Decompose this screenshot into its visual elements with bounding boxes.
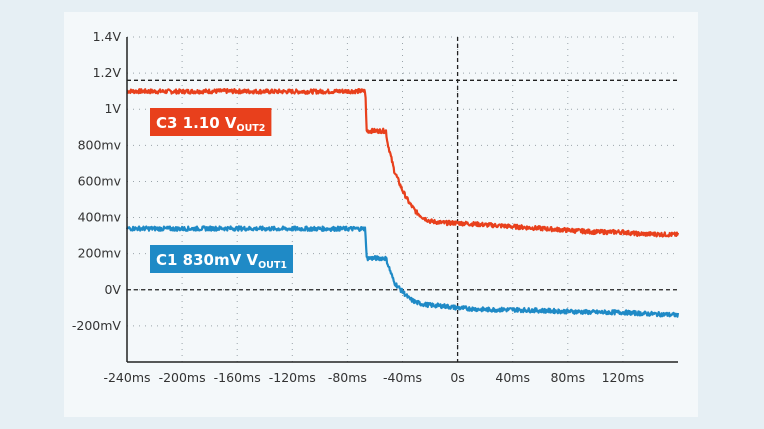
y-tick-label: 400mv [78, 210, 122, 225]
y-tick-label: 1.2V [93, 65, 122, 80]
x-tick-label: 120ms [602, 370, 645, 385]
series-labels: C3 1.10 VOUT2 C1 830mV VOUT1 [150, 108, 293, 273]
series-label-box [150, 245, 293, 273]
x-tick-label: -240ms [103, 370, 150, 385]
x-tick-label: -80ms [328, 370, 367, 385]
x-tick-label: -160ms [214, 370, 261, 385]
series-layer [125, 87, 680, 318]
y-tick-label: -200mV [72, 318, 122, 333]
y-tick-label: 0V [104, 282, 121, 297]
series-label-text: C3 1.10 VOUT2 [156, 114, 265, 134]
series-label-main: C3 1.10 V [156, 114, 237, 132]
x-tick-label: -40ms [383, 370, 422, 385]
y-tick-label: 200mv [78, 246, 122, 261]
x-tick-label: 40ms [495, 370, 530, 385]
series-line-1 [126, 87, 680, 238]
y-tick-label: 1V [104, 101, 121, 116]
x-tick-label: -200ms [159, 370, 206, 385]
series-label-2: C1 830mV VOUT1 [150, 245, 293, 273]
series-label-subscript: OUT2 [237, 123, 266, 134]
series-line-2 [125, 225, 680, 318]
chart-frame [64, 12, 698, 417]
series-label-box [150, 108, 272, 136]
y-tick-label: 600mv [78, 173, 122, 188]
series-label-main: C1 830mV V [156, 251, 258, 269]
series-label-1: C3 1.10 VOUT2 [150, 108, 272, 136]
series-label-text: C1 830mV VOUT1 [156, 251, 287, 271]
series-label-subscript: OUT1 [258, 260, 287, 271]
y-tick-label: 1.4V [93, 29, 122, 44]
y-tick-label: 800mv [78, 137, 122, 152]
tick-labels: 1.4V 1.2V 1V 800mv 600mv 400mv 200mv 0V -200mV -2… [72, 29, 644, 385]
x-tick-label: 80ms [550, 370, 585, 385]
x-tick-label: 0s [450, 370, 464, 385]
x-tick-label: -120ms [269, 370, 316, 385]
axes [126, 37, 678, 363]
